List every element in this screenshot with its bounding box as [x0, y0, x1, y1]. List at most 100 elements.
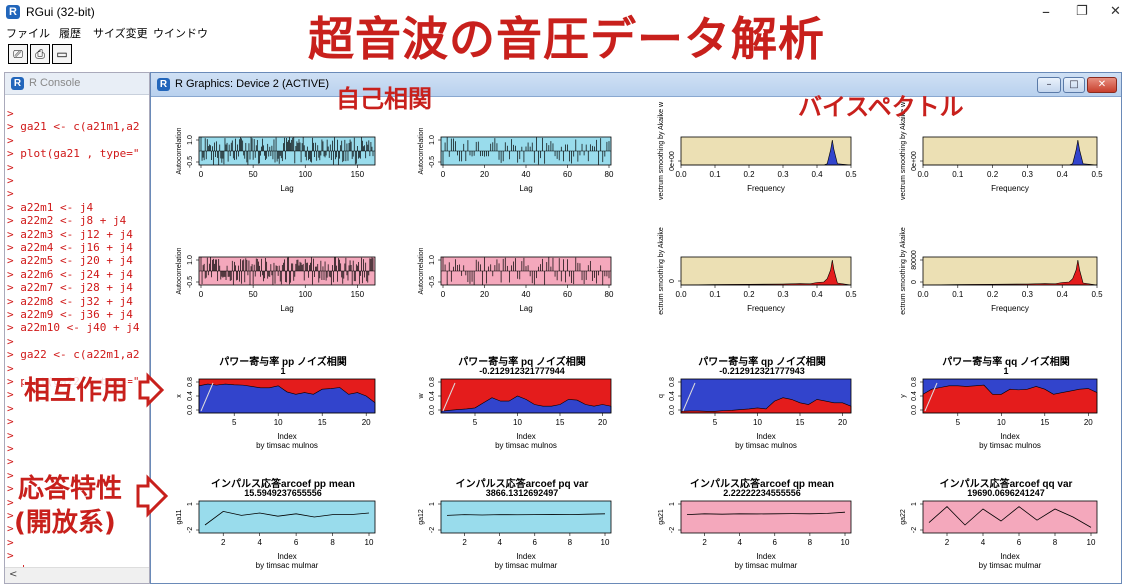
x-axis-sublabel: by timsac mulnos [495, 441, 557, 450]
x-tick-label: 50 [249, 290, 258, 299]
x-tick-label: 10 [274, 418, 283, 427]
y-axis-label: vectrum smoothing by Akaike w [658, 101, 665, 200]
console-line: > a22m4 <- j16 + j4 [7, 241, 133, 254]
restore-icon[interactable]: ❐ [1076, 4, 1088, 19]
x-tick-label: 80 [605, 290, 614, 299]
plot-pw3 [678, 378, 852, 416]
plot-bisp4 [920, 256, 1098, 288]
x-tick-label: 15 [796, 418, 805, 427]
y-tick-label: 1 [429, 502, 436, 506]
y-tick-label: 0.4 [429, 391, 436, 401]
y-axis-label: vectrum smoothing by Akaike w [900, 101, 907, 200]
x-tick-label: 0.3 [1022, 170, 1034, 179]
graphics-close-button[interactable]: ✕ [1087, 77, 1117, 93]
print-icon[interactable]: ⎙ [30, 44, 50, 64]
menu-file[interactable]: ファイル [6, 27, 50, 40]
graphics-titlebar: R R Graphics: Device 2 (ACTIVE) – □ ✕ [151, 73, 1121, 97]
x-tick-label: 6 [1017, 538, 1022, 547]
console-title: R Console [29, 77, 81, 89]
console-line: > [7, 334, 14, 348]
y-axis-label: Autocorrelation [418, 127, 425, 174]
menu-history[interactable]: 履歴 [59, 27, 81, 40]
x-tick-label: 150 [351, 290, 365, 299]
x-axis-label: Lag [280, 184, 293, 193]
x-tick-label: 10 [753, 418, 762, 427]
y-axis-label: ectrum smoothing by Akaike [658, 227, 665, 315]
x-tick-label: 20 [598, 418, 607, 427]
annotation-line [924, 382, 938, 412]
y-tick-label: 0 [669, 279, 676, 283]
plot-subtitle: 19690.0696241247 [967, 488, 1045, 498]
y-tick-label: -0.5 [429, 276, 436, 288]
line-series [204, 510, 370, 526]
scroll-left-icon[interactable]: < [9, 569, 18, 580]
x-tick-label: 0 [441, 290, 446, 299]
console-line: > a22m5 <- j20 + j4 [7, 254, 133, 268]
plot-acf4 [438, 256, 612, 288]
y-axis-label: ectrum smoothing by Akaike [900, 227, 907, 315]
y-axis-label: y [900, 394, 907, 398]
x-tick-label: 4 [737, 538, 742, 547]
x-tick-label: 0 [199, 170, 204, 179]
plot-title: インパルス応答arcoef qq var [940, 477, 1073, 490]
plot-bg [681, 501, 851, 533]
y-tick-label: 0.8 [669, 377, 676, 387]
plot-ir4 [920, 500, 1098, 536]
x-axis-sublabel: by timsac mulmar [979, 561, 1042, 570]
close-icon[interactable]: ✕ [1110, 4, 1121, 19]
spectrum-area [680, 259, 852, 286]
console-line: > [7, 107, 14, 120]
app-titlebar: R RGui (32-bit) – ❐ ✕ [0, 0, 1134, 24]
x-tick-label: 8 [568, 538, 573, 547]
spectrum-area [923, 139, 1098, 166]
x-tick-label: 80 [605, 170, 614, 179]
y-tick-label: 0.4 [187, 391, 194, 401]
plot-subtitle: 15.5949237655556 [244, 488, 322, 498]
x-axis-sublabel: by timsac mulmar [495, 561, 558, 570]
window-icon[interactable]: ▭ [52, 44, 72, 64]
x-tick-label: 10 [997, 418, 1006, 427]
area-series [440, 395, 612, 414]
x-tick-label: 10 [1087, 538, 1096, 547]
y-tick-label: 1 [669, 502, 676, 506]
plot-ir2 [438, 500, 612, 536]
y-tick-label: -0.5 [429, 156, 436, 168]
console-line: > a22m9 <- j36 + j4 [7, 308, 133, 321]
line-series [446, 513, 606, 516]
x-tick-label: 0.0 [917, 170, 929, 179]
annotation-line [200, 382, 214, 412]
x-tick-label: 15 [318, 418, 327, 427]
console-line: > [7, 174, 14, 187]
console-line: > [7, 361, 14, 375]
x-axis-label: Index [516, 432, 536, 441]
annotation-line [682, 382, 696, 412]
y-tick-label: -2 [187, 527, 194, 533]
x-tick-label: 60 [563, 170, 572, 179]
x-tick-label: 40 [522, 170, 531, 179]
plot-bg [923, 501, 1097, 533]
horizontal-scrollbar[interactable]: < [5, 567, 149, 583]
minimize-icon[interactable]: – [1042, 2, 1050, 21]
menu-resize[interactable]: サイズ変更 [93, 27, 148, 40]
x-tick-label: 15 [556, 418, 565, 427]
x-axis-label: Index [1000, 432, 1020, 441]
y-tick-label: 0.0 [911, 405, 918, 415]
plot-subtitle: 3866.1312692497 [486, 488, 559, 498]
x-axis-label: Index [277, 552, 297, 561]
graphics-maximize-button[interactable]: □ [1063, 77, 1085, 93]
graphics-minimize-button[interactable]: – [1037, 77, 1061, 93]
x-tick-label: 0.3 [777, 290, 789, 299]
x-tick-label: 0.4 [1057, 290, 1069, 299]
graphics-device-window: R R Graphics: Device 2 (ACTIVE) – □ ✕ 0 5… [150, 72, 1122, 584]
menu-window[interactable]: ウインドウ [153, 27, 208, 40]
x-tick-label: 2 [462, 538, 467, 547]
copy-icon[interactable]: ⎚ [8, 44, 28, 64]
x-tick-label: 0.5 [845, 290, 857, 299]
interaction-annotation: 相互作用 [24, 376, 129, 406]
x-tick-label: 0.1 [952, 170, 964, 179]
y-tick-label: -2 [911, 527, 918, 533]
console-line: > [7, 187, 14, 201]
x-tick-label: 100 [299, 290, 313, 299]
area-series [198, 383, 376, 414]
console-line: > [7, 522, 14, 536]
